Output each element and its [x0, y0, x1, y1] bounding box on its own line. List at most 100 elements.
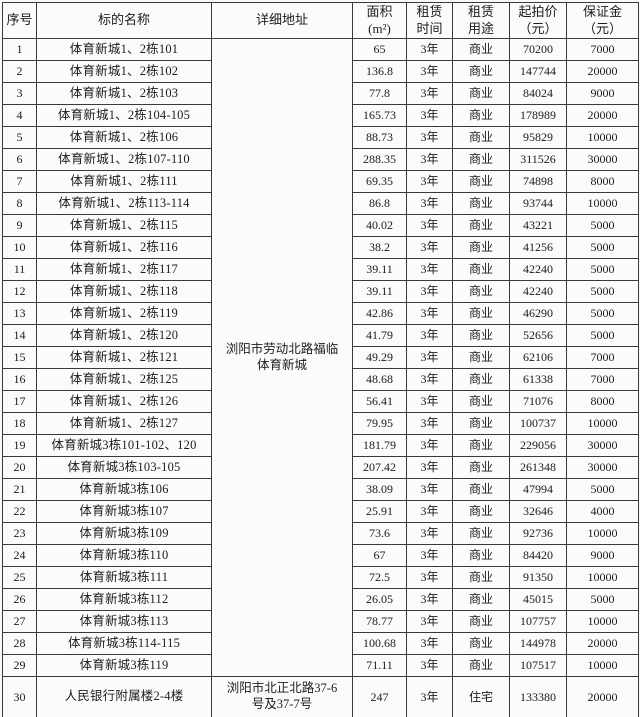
index-cell: 8	[2, 192, 37, 215]
area-cell: 40.02	[352, 214, 407, 237]
name-cell: 体育新城3栋110	[36, 544, 212, 567]
area-cell: 41.79	[352, 324, 407, 347]
index-cell: 10	[2, 236, 37, 259]
name-cell: 体育新城3栋113	[36, 610, 212, 633]
term-cell: 3年	[406, 60, 453, 83]
deposit-cell: 10000	[566, 522, 639, 545]
price-cell: 91350	[509, 566, 567, 589]
price-cell: 92736	[509, 522, 567, 545]
name-cell: 体育新城1、2栋119	[36, 302, 212, 325]
term-cell: 3年	[406, 676, 453, 717]
term-cell: 3年	[406, 192, 453, 215]
term-cell: 3年	[406, 368, 453, 391]
term-cell: 3年	[406, 632, 453, 655]
term-cell: 3年	[406, 654, 453, 677]
term-cell: 3年	[406, 390, 453, 413]
index-cell: 1	[2, 38, 37, 61]
table-row: 26 体育新城3栋112 26.05 3年 商业 45015 5000	[2, 588, 639, 611]
deposit-cell: 5000	[566, 588, 639, 611]
table-row: 24 体育新城3栋110 67 3年 商业 84420 9000	[2, 544, 639, 567]
area-cell: 247	[352, 676, 407, 717]
index-cell: 22	[2, 500, 37, 523]
table-row: 9 体育新城1、2栋115 40.02 3年 商业 43221 5000	[2, 214, 639, 237]
price-cell: 52656	[509, 324, 567, 347]
term-cell: 3年	[406, 566, 453, 589]
area-cell: 86.8	[352, 192, 407, 215]
term-cell: 3年	[406, 126, 453, 149]
term-cell: 3年	[406, 148, 453, 171]
price-cell: 45015	[509, 588, 567, 611]
deposit-cell: 9000	[566, 82, 639, 105]
index-cell: 17	[2, 390, 37, 413]
name-cell: 体育新城3栋106	[36, 478, 212, 501]
column-header-label: 租赁	[416, 4, 443, 20]
price-cell: 43221	[509, 214, 567, 237]
deposit-cell: 10000	[566, 126, 639, 149]
price-cell: 41256	[509, 236, 567, 259]
term-cell: 3年	[406, 610, 453, 633]
index-cell: 14	[2, 324, 37, 347]
area-cell: 181.79	[352, 434, 407, 457]
use-cell: 商业	[452, 390, 510, 413]
term-cell: 3年	[406, 500, 453, 523]
use-cell: 住宅	[452, 676, 510, 717]
table-row: 15 体育新城1、2栋121 49.29 3年 商业 62106 7000	[2, 346, 639, 369]
term-cell: 3年	[406, 346, 453, 369]
index-cell: 20	[2, 456, 37, 479]
column-header-label: 详细地址	[255, 12, 308, 28]
deposit-cell: 8000	[566, 170, 639, 193]
use-cell: 商业	[452, 38, 510, 61]
area-cell: 288.35	[352, 148, 407, 171]
name-cell: 体育新城1、2栋117	[36, 258, 212, 281]
column-header-name: 标的名称	[36, 2, 212, 39]
price-cell: 70200	[509, 38, 567, 61]
index-cell: 18	[2, 412, 37, 435]
term-cell: 3年	[406, 478, 453, 501]
index-cell: 23	[2, 522, 37, 545]
deposit-cell: 10000	[566, 566, 639, 589]
name-cell: 体育新城1、2栋121	[36, 346, 212, 369]
column-header-address: 详细地址	[211, 2, 353, 39]
column-header-price: 起拍价 （元）	[509, 2, 567, 39]
use-cell: 商业	[452, 60, 510, 83]
index-cell: 12	[2, 280, 37, 303]
column-header-subline: （元）	[518, 20, 558, 36]
term-cell: 3年	[406, 588, 453, 611]
deposit-cell: 7000	[566, 38, 639, 61]
index-cell: 21	[2, 478, 37, 501]
column-header-label: 标的名称	[97, 12, 150, 28]
index-cell: 26	[2, 588, 37, 611]
table-row: 2 体育新城1、2栋102 136.8 3年 商业 147744 20000	[2, 60, 639, 83]
lot-table-body: 1 体育新城1、2栋101 浏阳市劳动北路福临 体育新城 65 3年 商业 70200 700…	[2, 38, 639, 717]
table-row: 8 体育新城1、2栋113-114 86.8 3年 商业 93744 10000	[2, 192, 639, 215]
price-cell: 84024	[509, 82, 567, 105]
use-cell: 商业	[452, 500, 510, 523]
column-header-label: 面积	[366, 4, 393, 20]
price-cell: 84420	[509, 544, 567, 567]
table-row: 12 体育新城1、2栋118 39.11 3年 商业 42240 5000	[2, 280, 639, 303]
deposit-cell: 30000	[566, 148, 639, 171]
index-cell: 30	[2, 676, 37, 717]
use-cell: 商业	[452, 632, 510, 655]
index-cell: 28	[2, 632, 37, 655]
name-cell: 体育新城1、2栋111	[36, 170, 212, 193]
use-cell: 商业	[452, 456, 510, 479]
use-cell: 商业	[452, 148, 510, 171]
use-cell: 商业	[452, 544, 510, 567]
column-header-label: 租赁	[467, 4, 494, 20]
use-cell: 商业	[452, 434, 510, 457]
use-cell: 商业	[452, 654, 510, 677]
use-cell: 商业	[452, 588, 510, 611]
table-row: 13 体育新城1、2栋119 42.86 3年 商业 46290 5000	[2, 302, 639, 325]
use-cell: 商业	[452, 82, 510, 105]
table-row: 17 体育新城1、2栋126 56.41 3年 商业 71076 8000	[2, 390, 639, 413]
price-cell: 147744	[509, 60, 567, 83]
index-cell: 11	[2, 258, 37, 281]
price-cell: 95829	[509, 126, 567, 149]
name-cell: 体育新城3栋114-115	[36, 632, 212, 655]
table-row: 19 体育新城3栋101-102、120 181.79 3年 商业 229056 30000	[2, 434, 639, 457]
index-cell: 13	[2, 302, 37, 325]
area-cell: 207.42	[352, 456, 407, 479]
price-cell: 62106	[509, 346, 567, 369]
